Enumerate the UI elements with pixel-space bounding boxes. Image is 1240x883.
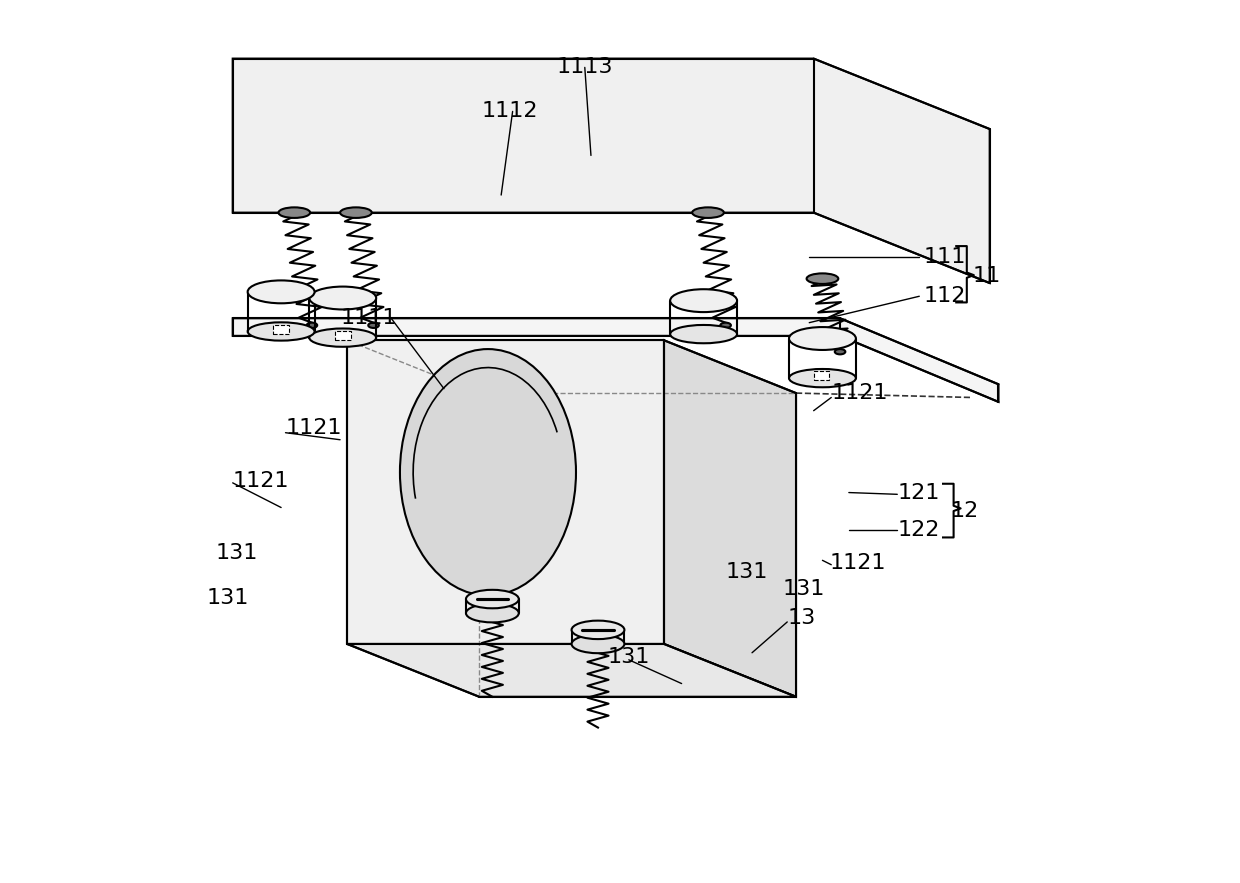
Ellipse shape xyxy=(340,208,372,218)
Text: 131: 131 xyxy=(782,579,825,600)
Ellipse shape xyxy=(466,590,518,608)
Polygon shape xyxy=(347,644,796,697)
Ellipse shape xyxy=(309,328,376,347)
Ellipse shape xyxy=(466,604,518,623)
Text: 11: 11 xyxy=(972,266,1001,286)
Text: 1121: 1121 xyxy=(285,419,342,438)
Ellipse shape xyxy=(835,349,846,354)
Ellipse shape xyxy=(789,327,856,350)
Text: 1121: 1121 xyxy=(830,553,887,573)
Ellipse shape xyxy=(670,290,737,312)
Ellipse shape xyxy=(306,322,317,328)
Text: 131: 131 xyxy=(206,588,249,608)
Polygon shape xyxy=(233,58,990,283)
Text: 122: 122 xyxy=(898,519,940,540)
Ellipse shape xyxy=(368,322,378,328)
Polygon shape xyxy=(233,318,998,402)
FancyBboxPatch shape xyxy=(335,331,351,340)
Ellipse shape xyxy=(248,322,315,341)
Ellipse shape xyxy=(789,369,856,388)
Text: 12: 12 xyxy=(950,501,978,521)
Text: 131: 131 xyxy=(608,647,650,668)
Ellipse shape xyxy=(572,635,625,653)
Text: 1112: 1112 xyxy=(481,102,538,122)
Ellipse shape xyxy=(806,274,838,284)
Polygon shape xyxy=(663,340,796,697)
Ellipse shape xyxy=(401,349,577,595)
Ellipse shape xyxy=(279,208,310,218)
FancyBboxPatch shape xyxy=(813,371,830,380)
Ellipse shape xyxy=(720,322,730,328)
Ellipse shape xyxy=(670,325,737,343)
Ellipse shape xyxy=(309,287,376,309)
Ellipse shape xyxy=(692,208,724,218)
Text: 1113: 1113 xyxy=(557,57,613,78)
Text: 131: 131 xyxy=(215,543,258,563)
Text: 1121: 1121 xyxy=(233,472,289,491)
Text: 1111: 1111 xyxy=(341,308,397,328)
Ellipse shape xyxy=(248,281,315,303)
Text: 131: 131 xyxy=(725,562,768,582)
Text: 111: 111 xyxy=(924,246,966,267)
Text: 13: 13 xyxy=(787,608,816,628)
Text: 1121: 1121 xyxy=(831,383,888,403)
FancyBboxPatch shape xyxy=(273,325,289,334)
Text: 112: 112 xyxy=(924,286,966,306)
Text: 121: 121 xyxy=(898,482,940,502)
Polygon shape xyxy=(347,340,663,644)
Ellipse shape xyxy=(572,621,625,639)
